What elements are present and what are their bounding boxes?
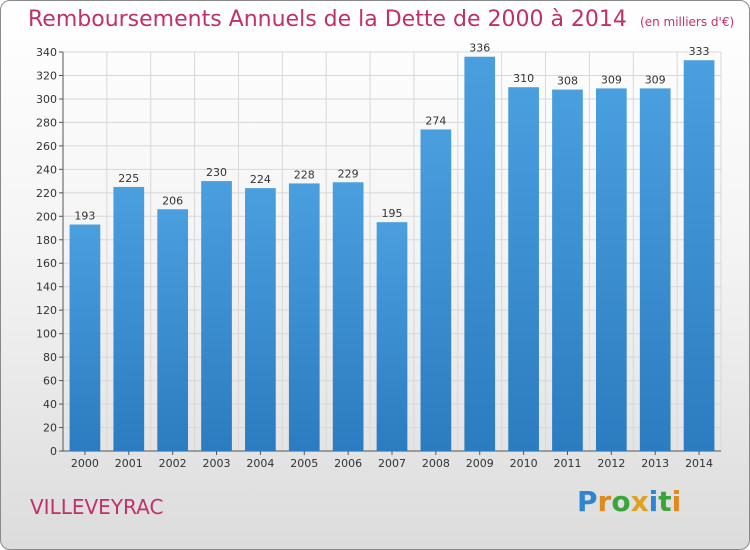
x-tick-label-2004: 2004 xyxy=(246,457,274,470)
bar-2006 xyxy=(332,182,364,451)
value-label-2003: 230 xyxy=(206,166,227,179)
bar-2009 xyxy=(464,56,496,451)
place-name: VILLEVEYRAC xyxy=(30,495,164,519)
bar-2007 xyxy=(376,222,408,451)
y-tick-label: 120 xyxy=(36,304,57,317)
value-label-2014: 333 xyxy=(689,45,710,58)
value-label-2009: 336 xyxy=(469,42,490,55)
x-tick-label-2012: 2012 xyxy=(597,457,625,470)
bar-2005 xyxy=(288,183,320,451)
value-label-2004: 224 xyxy=(250,173,271,186)
y-tick-label: 200 xyxy=(36,210,57,223)
value-label-2002: 206 xyxy=(162,194,183,207)
value-label-2008: 274 xyxy=(425,114,446,127)
x-tick-label-2008: 2008 xyxy=(422,457,450,470)
y-tick-label: 0 xyxy=(50,445,57,458)
value-label-2012: 309 xyxy=(601,73,622,86)
y-tick-label: 160 xyxy=(36,257,57,270)
y-tick-label: 100 xyxy=(36,328,57,341)
value-label-2000: 193 xyxy=(74,210,95,223)
x-tick-label-2000: 2000 xyxy=(71,457,99,470)
x-tick-label-2010: 2010 xyxy=(510,457,538,470)
x-tick-label-2002: 2002 xyxy=(159,457,187,470)
bar-2010 xyxy=(508,87,539,452)
bar-2014 xyxy=(683,60,715,451)
value-label-2005: 228 xyxy=(294,168,315,181)
value-label-2013: 309 xyxy=(645,73,666,86)
value-label-2007: 195 xyxy=(382,207,403,220)
y-tick-label: 340 xyxy=(36,46,57,59)
value-label-2006: 229 xyxy=(338,167,359,180)
chart-title: Remboursements Annuels de la Dette de 20… xyxy=(28,7,734,32)
x-tick-label-2007: 2007 xyxy=(378,457,406,470)
logo-letter: P xyxy=(577,485,598,518)
x-tick-label-2013: 2013 xyxy=(641,457,669,470)
x-tick-label-2001: 2001 xyxy=(115,457,143,470)
logo-letter: i xyxy=(671,485,682,518)
bar-2003 xyxy=(201,181,232,451)
bar-2004 xyxy=(245,188,276,452)
x-tick-label-2006: 2006 xyxy=(334,457,362,470)
x-tick-label-2011: 2011 xyxy=(553,457,581,470)
bar-2002 xyxy=(157,209,189,451)
value-label-2011: 308 xyxy=(557,75,578,88)
y-tick-label: 40 xyxy=(43,398,57,411)
y-tick-label: 240 xyxy=(36,163,57,176)
x-tick-label-2003: 2003 xyxy=(203,457,231,470)
value-label-2001: 225 xyxy=(118,172,139,185)
x-tick-label-2014: 2014 xyxy=(685,457,713,470)
chart-title-main: Remboursements Annuels de la Dette de 20… xyxy=(28,7,627,32)
bar-2000 xyxy=(69,224,101,451)
logo-letter: t xyxy=(658,485,672,518)
proxiti-logo: Proxiti xyxy=(577,485,681,518)
logo-letter: x xyxy=(630,485,649,518)
value-label-2010: 310 xyxy=(513,72,534,85)
x-tick-label-2009: 2009 xyxy=(466,457,494,470)
y-tick-label: 140 xyxy=(36,281,57,294)
y-tick-label: 320 xyxy=(36,69,57,82)
y-tick-label: 180 xyxy=(36,234,57,247)
y-tick-label: 60 xyxy=(43,375,57,388)
bar-2013 xyxy=(639,88,671,452)
y-tick-label: 80 xyxy=(43,351,57,364)
y-tick-label: 280 xyxy=(36,116,57,129)
y-tick-label: 260 xyxy=(36,140,57,153)
bar-2011 xyxy=(552,89,583,451)
bar-2012 xyxy=(595,88,627,452)
x-tick-label-2005: 2005 xyxy=(290,457,318,470)
chart-unit-note: (en milliers d'€) xyxy=(640,15,735,29)
logo-letter: i xyxy=(648,485,659,518)
y-tick-label: 220 xyxy=(36,187,57,200)
y-tick-label: 20 xyxy=(43,422,57,435)
logo-letter: o xyxy=(611,485,631,518)
y-tick-label: 300 xyxy=(36,93,57,106)
bar-2001 xyxy=(113,186,145,452)
bar-2008 xyxy=(420,129,452,451)
logo-letter: r xyxy=(597,485,612,518)
